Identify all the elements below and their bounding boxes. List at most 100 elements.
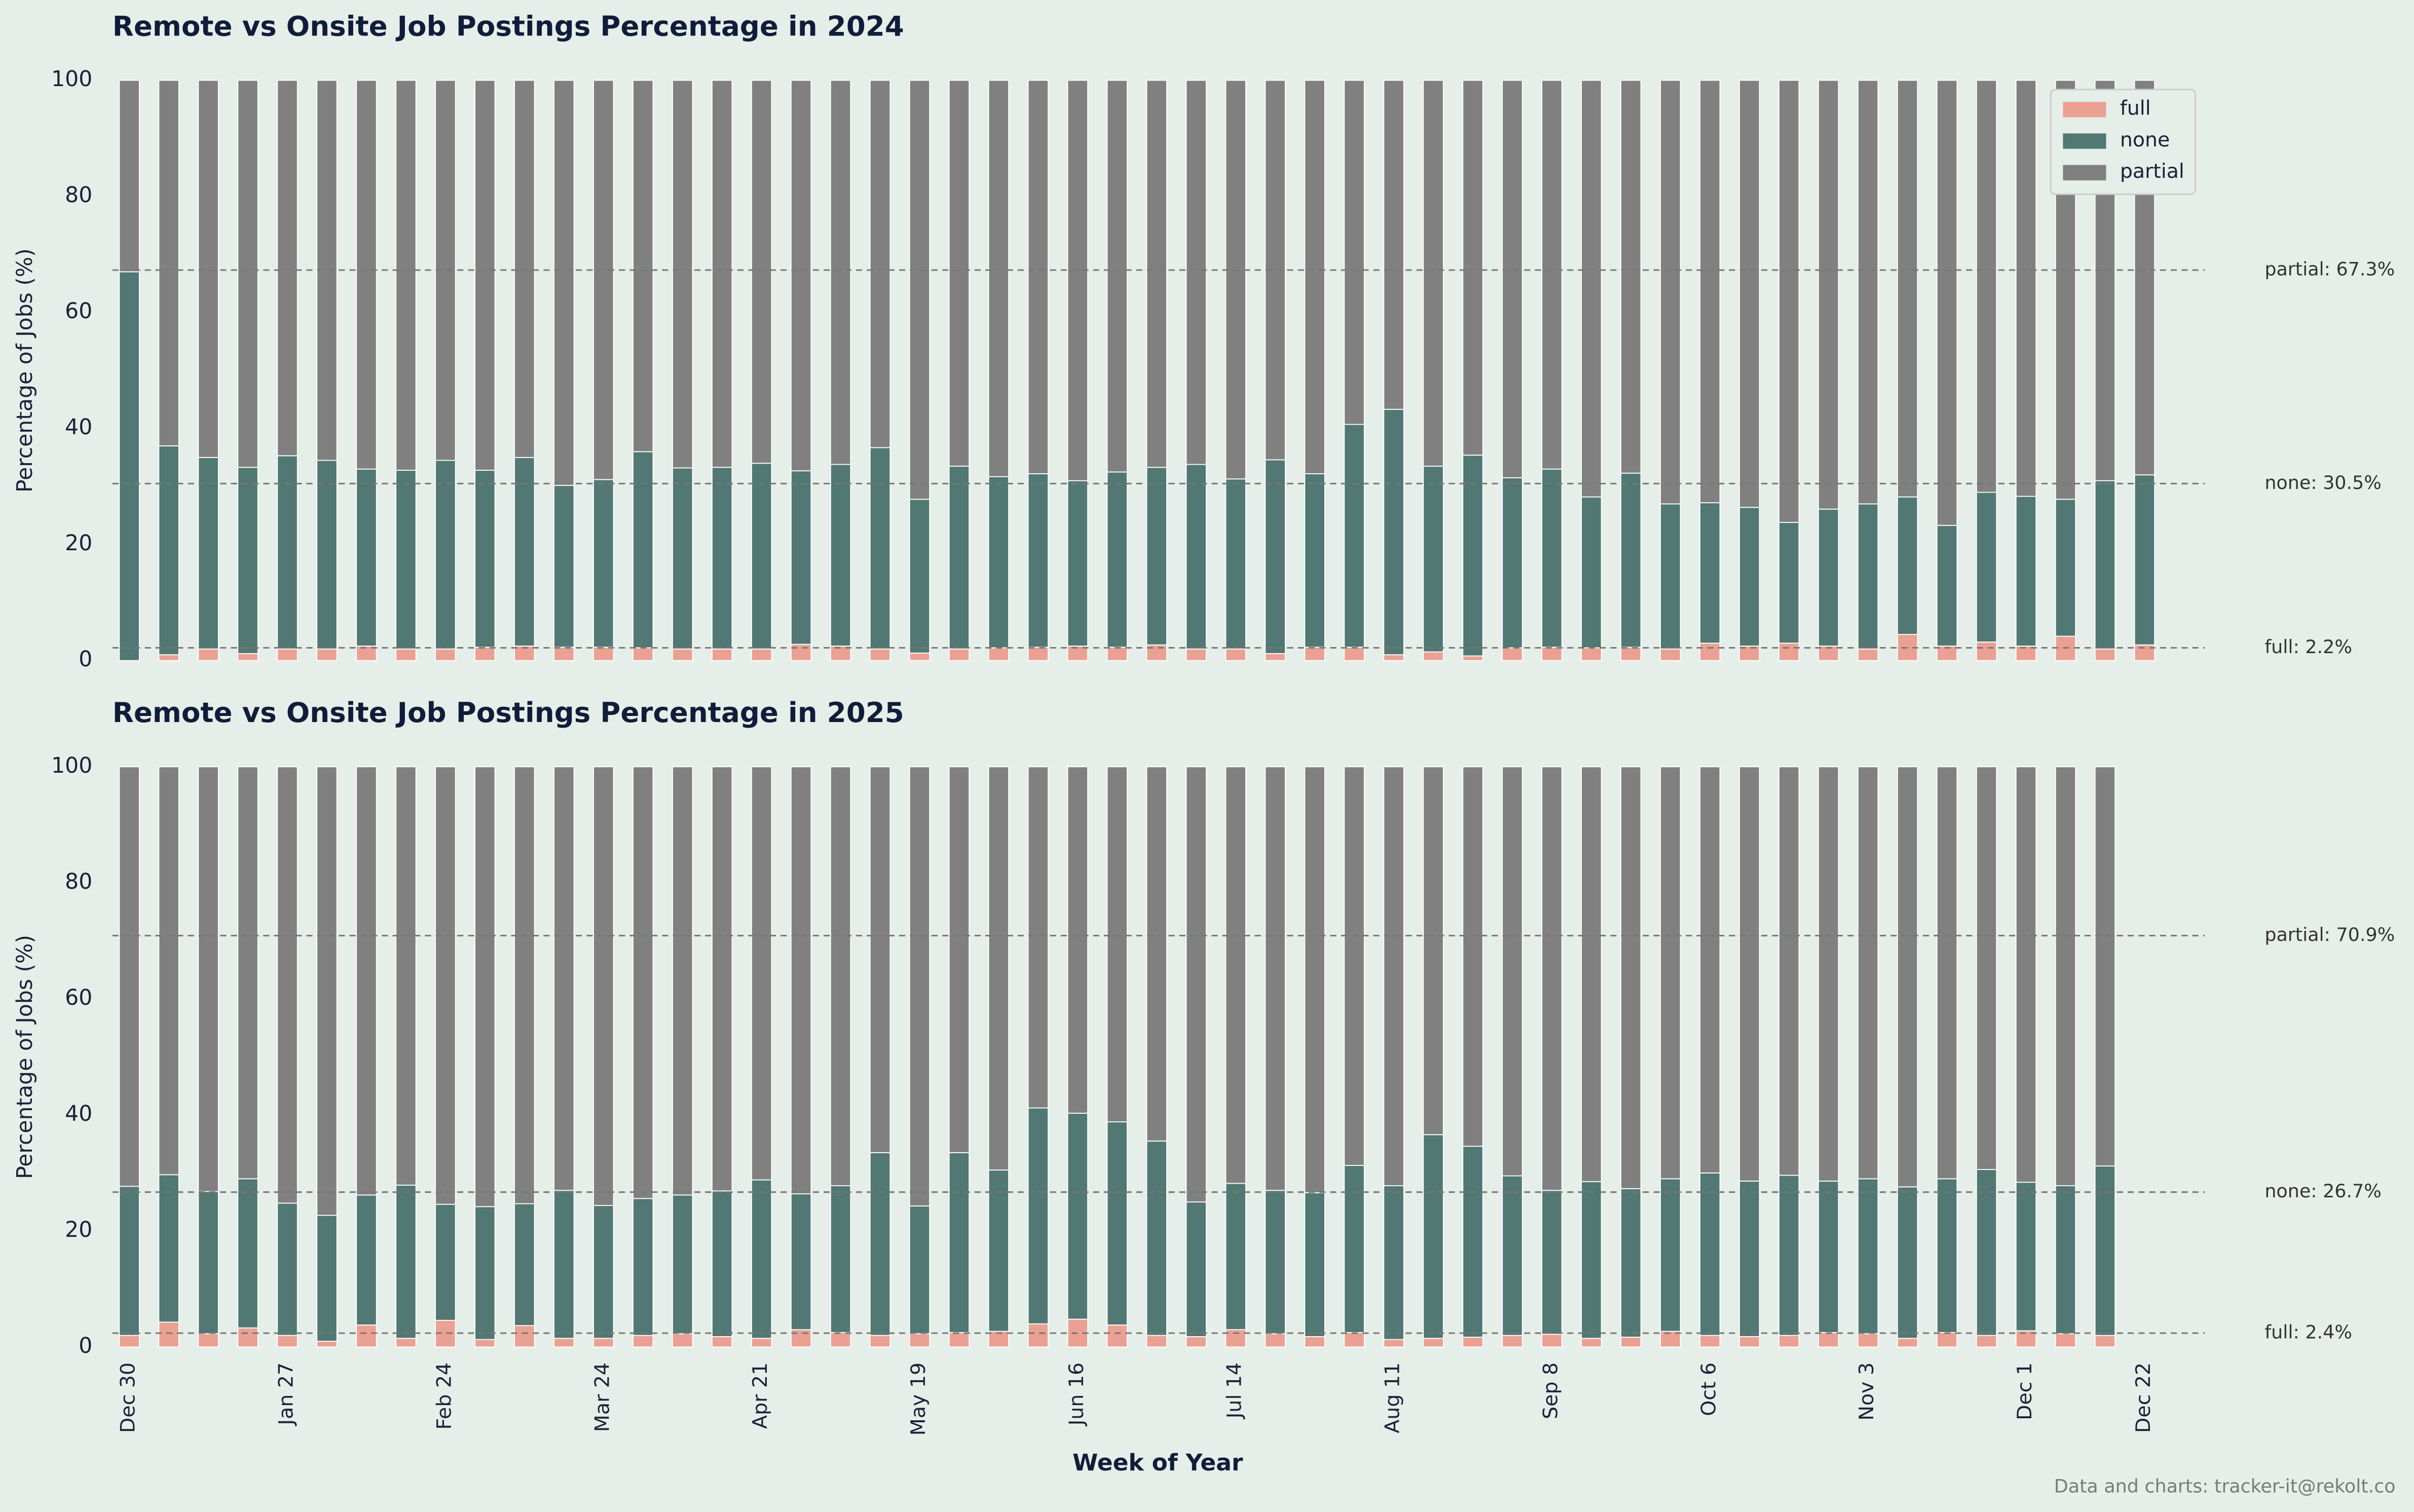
- y-tick-label: 40: [65, 415, 92, 440]
- bar-segment: [1383, 654, 1404, 661]
- bar-segment: [2094, 648, 2116, 661]
- bar-segment: [593, 1205, 614, 1339]
- legend-label: none: [2120, 128, 2170, 152]
- bar-segment: [435, 766, 456, 1205]
- bar-segment: [1344, 766, 1365, 1166]
- bar-segment: [1818, 766, 1839, 1182]
- bar-segment: [1106, 766, 1128, 1123]
- bar-segment: [119, 271, 140, 661]
- bar-segment: [1739, 766, 1760, 1182]
- bar-segment: [2094, 766, 2116, 1167]
- x-tick-label: May 19: [907, 1363, 930, 1435]
- bar-segment: [790, 1329, 812, 1348]
- reference-label: full: 2.2%: [2264, 636, 2352, 658]
- bar-segment: [474, 766, 496, 1207]
- bar-segment: [514, 1203, 535, 1326]
- bar-segment: [1383, 408, 1404, 656]
- reference-label: none: 30.5%: [2264, 472, 2382, 494]
- bar-segment: [1265, 1333, 1286, 1348]
- bar-segment: [435, 648, 456, 661]
- bar-segment: [1304, 1192, 1325, 1337]
- reference-label: partial: 70.9%: [2264, 924, 2395, 946]
- bar-segment: [1541, 80, 1563, 470]
- bar-segment: [1462, 655, 1483, 661]
- y-tick-label: 100: [51, 753, 92, 778]
- bar-segment: [1936, 1332, 1958, 1348]
- bar-segment: [514, 1325, 535, 1348]
- bar-segment: [1857, 1178, 1879, 1335]
- bar-segment: [198, 1333, 219, 1348]
- bar-segment: [395, 80, 417, 471]
- bar-segment: [790, 766, 812, 1195]
- bar-segment: [1936, 80, 1958, 526]
- bar-segment: [356, 80, 377, 470]
- bar-segment: [869, 447, 891, 650]
- bar-segment: [1818, 80, 1839, 510]
- bar-segment: [1185, 80, 1207, 465]
- bar-segment: [948, 1152, 970, 1333]
- bar-segment: [356, 1194, 377, 1326]
- bar-segment: [198, 1191, 219, 1335]
- bar-segment: [1897, 1338, 1918, 1348]
- bar-segment: [1699, 1335, 1721, 1348]
- bar-segment: [948, 766, 970, 1153]
- bar-segment: [751, 1338, 772, 1348]
- bar-segment: [277, 80, 298, 457]
- reference-label: partial: 67.3%: [2264, 258, 2395, 280]
- bar-segment: [119, 766, 140, 1187]
- bar-segment: [751, 648, 772, 661]
- bar-segment: [790, 1193, 812, 1331]
- bar-segment: [1897, 1186, 1918, 1339]
- bar-segment: [711, 467, 733, 650]
- chart-title: Remote vs Onsite Job Postings Percentage…: [113, 696, 904, 729]
- bar-segment: [988, 766, 1010, 1171]
- bar-segment: [1462, 766, 1483, 1147]
- bar-segment: [1185, 464, 1207, 650]
- bar-segment: [1502, 80, 1523, 478]
- bar-segment: [751, 463, 772, 650]
- bar-segment: [277, 766, 298, 1204]
- bar-segment: [1936, 1178, 1958, 1333]
- bar-segment: [1660, 1178, 1681, 1332]
- bar-segment: [672, 1333, 693, 1348]
- bar-segment: [1225, 648, 1246, 661]
- bar-segment: [119, 80, 140, 273]
- bar-segment: [553, 80, 575, 486]
- bar-segment: [909, 80, 931, 500]
- bar-segment: [1225, 1329, 1246, 1348]
- x-tick-label: Oct 6: [1697, 1363, 1720, 1416]
- bar-segment: [1976, 80, 1997, 493]
- bar-segment: [1620, 80, 1642, 474]
- bar-segment: [1067, 1113, 1088, 1320]
- bar-segment: [988, 1331, 1010, 1348]
- y-tick-label: 80: [65, 870, 92, 894]
- bar-segment: [1185, 1201, 1207, 1337]
- bar-segment: [1620, 1337, 1642, 1348]
- bar-segment: [790, 80, 812, 472]
- bar-segment: [751, 1179, 772, 1339]
- bar-segment: [474, 1206, 496, 1340]
- x-tick-label: Sep 8: [1539, 1363, 1562, 1419]
- reference-label: none: 26.7%: [2264, 1180, 2382, 1202]
- bar-segment: [474, 1339, 496, 1348]
- bar-segment: [1225, 478, 1246, 650]
- bar-segment: [1739, 80, 1760, 508]
- x-tick-label: Dec 1: [2013, 1363, 2036, 1420]
- bar-segment: [1027, 647, 1049, 661]
- bar-segment: [553, 1190, 575, 1339]
- bar-segment: [1185, 766, 1207, 1203]
- bar-segment: [1106, 1121, 1128, 1326]
- bar-segment: [2015, 766, 2037, 1183]
- bar-segment: [158, 1174, 179, 1323]
- bar-segment: [2015, 496, 2037, 647]
- bar-segment: [514, 457, 535, 647]
- bar-segment: [751, 80, 772, 464]
- bar-segment: [1304, 766, 1325, 1193]
- bar-segment: [1027, 1323, 1049, 1348]
- bar-segment: [1936, 766, 1958, 1180]
- bar-segment: [948, 80, 970, 467]
- bar-segment: [2055, 1333, 2076, 1348]
- bar-segment: [1620, 647, 1642, 661]
- bar-segment: [1265, 653, 1286, 661]
